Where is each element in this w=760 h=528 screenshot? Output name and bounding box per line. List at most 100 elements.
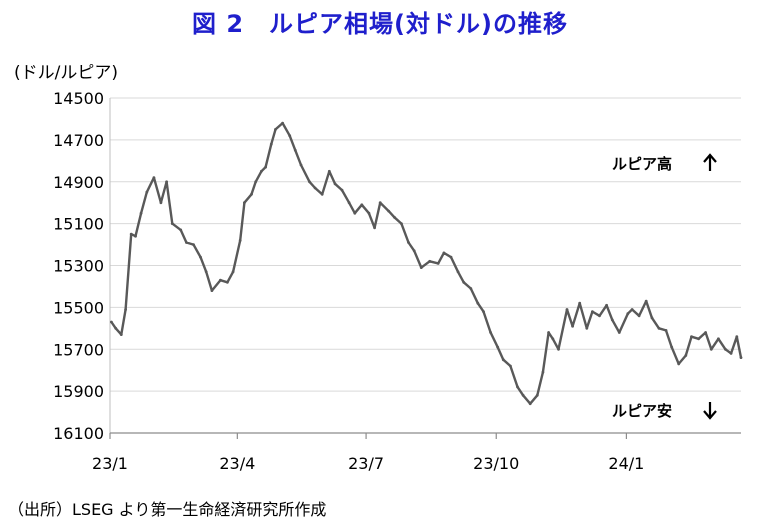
x-tick-label: 23/7: [348, 454, 384, 473]
data-point: [264, 165, 267, 169]
data-point: [288, 134, 292, 138]
data-point: [617, 331, 621, 334]
data-point: [243, 201, 246, 205]
data-point: [571, 324, 574, 328]
data-point: [231, 270, 235, 274]
data-point: [226, 280, 229, 284]
data-point: [469, 287, 473, 290]
data-point: [360, 203, 364, 207]
data-point: [299, 163, 303, 167]
annotation-rupiah-strong: ルピア高: [612, 155, 672, 173]
data-point: [165, 180, 169, 184]
y-tick-label: 16100: [53, 424, 104, 443]
data-point: [219, 278, 222, 282]
data-point: [327, 169, 331, 173]
data-point: [139, 211, 143, 215]
data-point: [735, 335, 739, 339]
data-point: [664, 329, 668, 332]
data-point: [547, 331, 550, 334]
data-point: [509, 364, 512, 368]
data-point: [442, 251, 446, 255]
data-point: [145, 190, 149, 194]
data-point: [482, 310, 485, 313]
data-point: [436, 262, 440, 265]
data-point: [170, 222, 174, 226]
data-point: [347, 201, 351, 205]
data-point: [192, 243, 195, 247]
x-tick-label: 23/4: [219, 454, 255, 473]
x-tick-label: 24/1: [608, 454, 644, 473]
gridlines: [110, 97, 741, 392]
data-point: [677, 362, 681, 366]
data-point: [535, 393, 539, 397]
annotation-rupiah-weak: ルピア安: [612, 402, 672, 420]
data-point: [333, 182, 337, 186]
data-point: [367, 211, 371, 215]
data-point: [585, 326, 589, 330]
data-point: [393, 215, 396, 219]
x-tick-label: 23/1: [92, 454, 128, 473]
data-point: [373, 226, 376, 230]
data-point: [476, 301, 480, 305]
data-point: [578, 301, 582, 305]
data-point: [119, 333, 123, 336]
chart-title: 図 2 ルピア相場(対ドル)の推移: [192, 10, 568, 38]
data-point: [630, 308, 634, 311]
axes: 14500 14700 14900 15100 15300 15500 15700 15900…: [53, 89, 741, 473]
data-point: [739, 356, 743, 359]
data-point: [250, 192, 253, 196]
data-point: [551, 337, 555, 341]
data-point: [610, 318, 614, 322]
data-point: [496, 345, 500, 349]
data-point: [449, 255, 453, 259]
data-point: [501, 358, 505, 362]
data-point: [637, 314, 641, 318]
data-point: [110, 320, 113, 324]
data-point: [412, 249, 416, 253]
data-point: [690, 335, 693, 339]
data-point: [644, 299, 648, 303]
data-point: [717, 337, 720, 341]
data-point: [598, 314, 601, 318]
y-tick-label: 15500: [53, 298, 104, 317]
series-line-0: [110, 121, 743, 405]
data-point: [704, 331, 707, 334]
data-point: [152, 176, 156, 180]
data-point: [210, 289, 214, 292]
y-tick-label: 14700: [53, 131, 104, 150]
data-point: [400, 222, 403, 226]
source-note: （出所）LSEG より第一生命経済研究所作成: [8, 500, 327, 519]
data-point: [657, 326, 661, 330]
y-tick-label: 15100: [53, 215, 104, 234]
data-point: [254, 180, 258, 184]
data-point: [387, 209, 391, 213]
y-tick-label: 14900: [53, 173, 104, 192]
data-point: [516, 385, 519, 389]
data-point: [489, 331, 492, 334]
data-point: [670, 345, 674, 349]
data-point: [626, 312, 630, 316]
data-point: [456, 270, 460, 274]
data-point: [565, 308, 569, 311]
data-point: [293, 148, 297, 152]
y-tick-label: 14500: [53, 89, 104, 108]
data-point: [428, 259, 432, 263]
data-point: [199, 255, 202, 259]
y-tick-label: 15900: [53, 382, 104, 401]
data-point: [697, 337, 700, 341]
data-point: [709, 347, 713, 351]
data-point: [378, 201, 382, 205]
data-point: [269, 142, 273, 146]
data-point: [320, 192, 324, 196]
data-point: [591, 310, 594, 313]
arrow-up-icon: [703, 153, 717, 171]
y-tick-label: 15300: [53, 257, 104, 276]
data-point: [204, 270, 208, 274]
data-point: [129, 232, 133, 236]
data-point: [353, 211, 357, 215]
data-point: [605, 303, 608, 307]
data-point: [462, 280, 466, 284]
data-point: [521, 393, 525, 397]
